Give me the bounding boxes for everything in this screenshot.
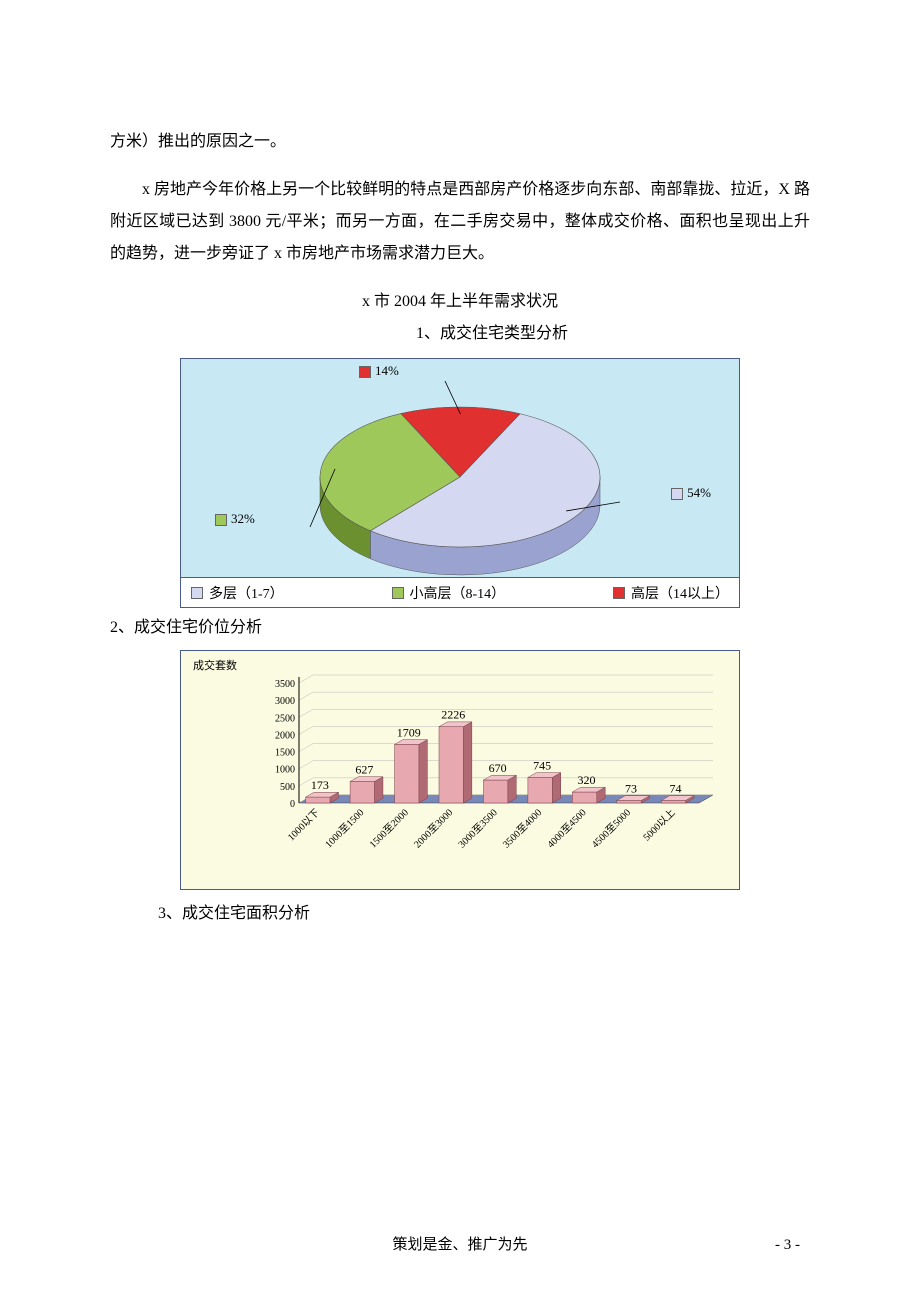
pie-chart-svg bbox=[260, 367, 660, 577]
pie-slice-label-0: 54% bbox=[671, 485, 711, 501]
pie-legend-label-1: 小高层（8-14） bbox=[410, 583, 506, 603]
svg-text:3000: 3000 bbox=[275, 696, 295, 707]
pie-slice-label-2: 14% bbox=[359, 363, 399, 379]
svg-text:3500: 3500 bbox=[275, 679, 295, 690]
svg-text:627: 627 bbox=[355, 763, 373, 777]
pie-legend-swatch-0 bbox=[191, 587, 203, 599]
svg-text:500: 500 bbox=[280, 782, 295, 793]
paragraph-1: 方米）推出的原因之一。 bbox=[110, 126, 810, 158]
pie-legend-item-0: 多层（1-7） bbox=[191, 583, 284, 603]
pie-legend-item-2: 高层（14以上） bbox=[613, 583, 729, 603]
section-2-title: 2、成交住宅价位分析 bbox=[110, 612, 810, 644]
section-1-title: 1、成交住宅类型分析 bbox=[110, 318, 810, 350]
pie-legend-swatch-2 bbox=[613, 587, 625, 599]
paragraph-2: x 房地产今年价格上另一个比较鲜明的特点是西部房产价格逐步向东部、南部靠拢、拉近… bbox=[110, 174, 810, 270]
svg-text:2000: 2000 bbox=[275, 730, 295, 741]
svg-text:1709: 1709 bbox=[397, 725, 421, 739]
svg-text:1500: 1500 bbox=[275, 748, 295, 759]
svg-text:3500至4000: 3500至4000 bbox=[500, 807, 544, 851]
pie-legend: 多层（1-7） 小高层（8-14） 高层（14以上） bbox=[181, 577, 739, 607]
svg-text:745: 745 bbox=[533, 758, 551, 772]
document-page: 方米）推出的原因之一。 x 房地产今年价格上另一个比较鲜明的特点是西部房产价格逐… bbox=[0, 0, 920, 1302]
svg-text:5000以上: 5000以上 bbox=[641, 807, 678, 844]
svg-text:1000至1500: 1000至1500 bbox=[323, 807, 367, 851]
pie-legend-item-1: 小高层（8-14） bbox=[392, 583, 506, 603]
svg-text:2226: 2226 bbox=[441, 708, 465, 722]
svg-text:1000以下: 1000以下 bbox=[286, 807, 322, 843]
bar-chart-svg: 05001000150020002500300035001731000以下627… bbox=[259, 673, 719, 823]
svg-text:4500至5000: 4500至5000 bbox=[589, 807, 633, 851]
svg-text:2000至3000: 2000至3000 bbox=[412, 807, 456, 851]
heading-demand: x 市 2004 年上半年需求状况 bbox=[110, 286, 810, 318]
svg-text:2500: 2500 bbox=[275, 713, 295, 724]
pie-chart-area: 54% 32% 14% bbox=[181, 359, 739, 577]
svg-text:1000: 1000 bbox=[275, 765, 295, 776]
svg-text:670: 670 bbox=[489, 761, 507, 775]
page-number: - 3 - bbox=[775, 1237, 800, 1254]
svg-text:0: 0 bbox=[290, 799, 295, 810]
pie-legend-label-2: 高层（14以上） bbox=[631, 583, 729, 603]
svg-text:320: 320 bbox=[578, 773, 596, 787]
svg-text:173: 173 bbox=[311, 778, 329, 792]
bar-chart-panel: 成交套数 0 500 1000 1500 2000 2500 3000 3500 173 1000… bbox=[180, 650, 740, 890]
svg-text:74: 74 bbox=[669, 781, 681, 795]
section-3-title: 3、成交住宅面积分析 bbox=[110, 898, 810, 930]
bar-y-axis-label: 成交套数 bbox=[193, 657, 237, 673]
pie-legend-swatch-1 bbox=[392, 587, 404, 599]
svg-text:1500至2000: 1500至2000 bbox=[367, 807, 411, 851]
pie-legend-label-0: 多层（1-7） bbox=[209, 583, 284, 603]
pie-chart-panel: 54% 32% 14% 多层（1-7） 小高层（8-14） 高层（14以上） bbox=[180, 358, 740, 608]
pie-slice-label-1: 32% bbox=[215, 511, 255, 527]
svg-text:3000至3500: 3000至3500 bbox=[456, 807, 500, 851]
svg-text:73: 73 bbox=[625, 781, 637, 795]
svg-text:4000至4500: 4000至4500 bbox=[545, 807, 589, 851]
